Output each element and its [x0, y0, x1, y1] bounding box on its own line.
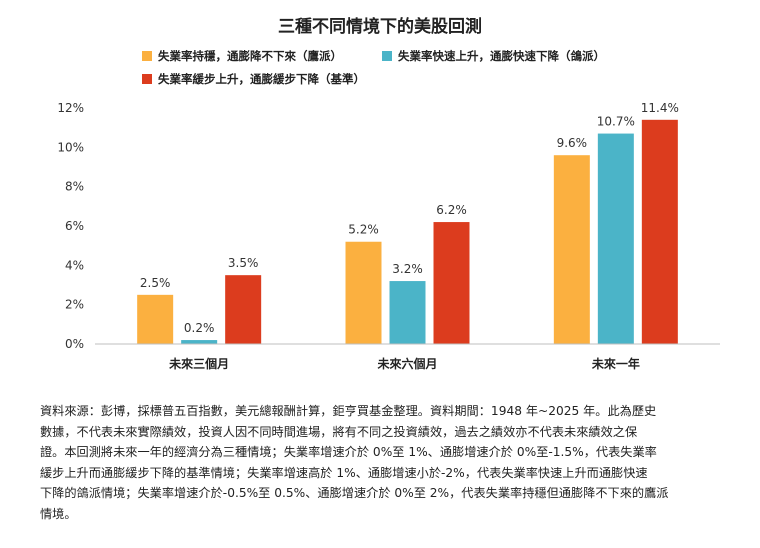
bar	[553, 155, 590, 344]
bar-chart: 0% 2% 4% 6% 8% 10% 12% 2.5% 0.2% 3.5% 未來三個月 5.2% 3.2…	[57, 101, 720, 371]
data-label: 6.2%	[436, 203, 467, 217]
y-tick-label: 6%	[65, 219, 84, 233]
y-tick-label: 4%	[65, 258, 84, 272]
legend-label-baseline: 失業率緩步上升，通膨緩步下降（基準）	[158, 72, 365, 86]
y-tick-label: 12%	[57, 101, 84, 115]
data-label: 0.2%	[184, 321, 215, 335]
data-label: 2.5%	[140, 276, 171, 290]
source-line: 下降的鴿派情境；失業率增速介於-0.5%至 0.5%、通膨增速介於 0%至 2%…	[40, 486, 669, 500]
source-line: 數據，不代表未來實際績效，投資人因不同時間進場，將有不同之投資績效，過去之績效亦…	[40, 424, 638, 439]
bar	[641, 119, 678, 344]
legend-item-baseline: 失業率緩步上升，通膨緩步下降（基準）	[142, 71, 365, 87]
data-label: 10.7%	[597, 115, 635, 129]
bar	[137, 294, 174, 344]
source-line: 證。本回測將未來一年的經濟分為三種情境；失業率增速介於 0%至 1%、通膨增速介…	[40, 445, 657, 459]
bar	[345, 241, 382, 344]
data-label: 3.5%	[228, 256, 259, 270]
legend-item-dovish: 失業率快速上升，通膨快速下降（鴿派）	[382, 48, 605, 64]
bar	[433, 222, 470, 344]
bar	[181, 340, 218, 344]
bar	[597, 133, 634, 344]
data-label: 11.4%	[641, 101, 679, 115]
source-line: 情境。	[40, 506, 77, 521]
legend-swatch-baseline	[142, 74, 152, 84]
y-tick-label: 10%	[57, 140, 84, 154]
chart-title: 三種不同情境下的美股回測	[278, 17, 482, 37]
legend-swatch-hawkish	[142, 51, 152, 61]
data-label: 3.2%	[392, 262, 423, 276]
source-line: 緩步上升而通膨緩步下降的基準情境；失業率增速高於 1%、通膨增速小於-2%，代表…	[40, 465, 648, 480]
legend-swatch-dovish	[382, 51, 392, 61]
y-tick-label: 2%	[65, 298, 84, 312]
data-label: 5.2%	[348, 223, 379, 237]
legend-label-hawkish: 失業率持穩，通膨降不下來（鷹派）	[158, 49, 342, 63]
data-label: 9.6%	[557, 136, 588, 150]
x-category-label: 未來六個月	[376, 356, 437, 371]
legend-label-dovish: 失業率快速上升，通膨快速下降（鴿派）	[398, 49, 605, 63]
legend-item-hawkish: 失業率持穩，通膨降不下來（鷹派）	[142, 48, 342, 64]
x-category-label: 未來一年	[591, 356, 640, 371]
source-line: 資料來源：彭博，採標普五百指數，美元總報酬計算，鉅亨買基金整理。資料期間：194…	[40, 404, 657, 418]
x-category-label: 未來三個月	[168, 356, 229, 371]
y-tick-label: 0%	[65, 337, 84, 351]
bar	[389, 281, 426, 344]
source-note: 資料來源：彭博，採標普五百指數，美元總報酬計算，鉅亨買基金整理。資料期間：194…	[40, 401, 720, 524]
y-tick-label: 8%	[65, 180, 84, 194]
bar	[225, 275, 262, 344]
